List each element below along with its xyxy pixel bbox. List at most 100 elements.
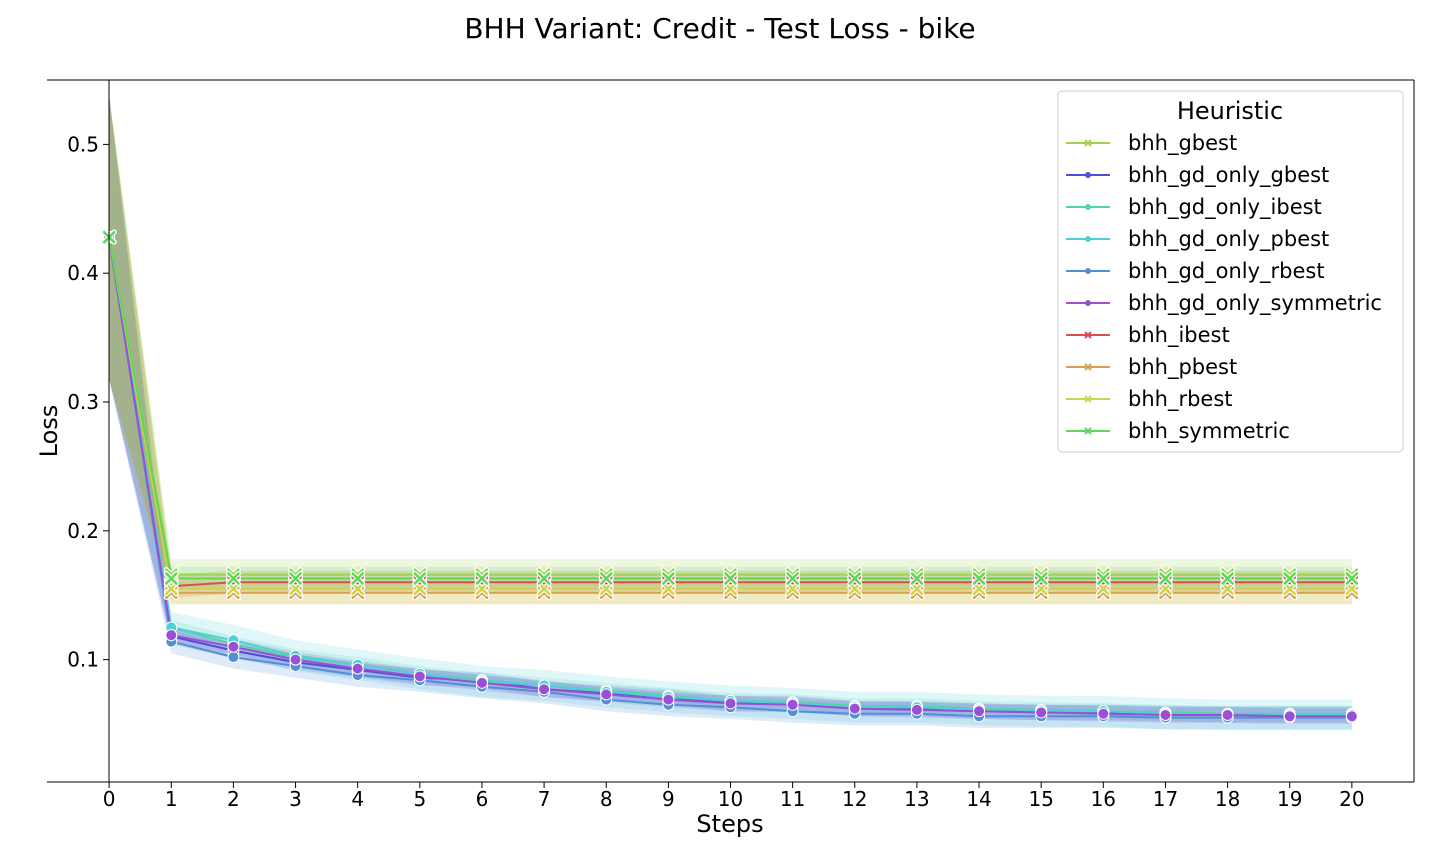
x-tick-label-3: 3 [289, 787, 302, 811]
bhh-rbest-point [971, 581, 987, 597]
bhh-symmetric-point-mark [1034, 572, 1048, 585]
legend-item-bhh-ibest: bhh_ibest [1066, 323, 1230, 348]
bhh-rbest-point [1282, 581, 1298, 597]
bhh-rbest-point-mark [910, 582, 924, 596]
x-tick-label-16: 16 [1091, 787, 1116, 811]
x-tick-label-5: 5 [413, 787, 426, 811]
bhh-rbest-point [847, 581, 863, 597]
bhh-gd-only-symmetric-point [289, 653, 302, 666]
bhh-symmetric-point [1220, 570, 1236, 586]
bhh-rbest-point [225, 581, 241, 597]
bhh-rbest-point [350, 581, 366, 597]
legend-swatch-marker [1085, 268, 1091, 274]
legend-label: bhh_rbest [1128, 387, 1233, 412]
bhh-gd-only-symmetric-point [910, 703, 923, 716]
legend-swatch-marker [1084, 363, 1092, 371]
bhh-gd-only-symmetric-point [786, 698, 799, 711]
bhh-rbest-point [474, 581, 490, 597]
legend: Heuristic bhh_gbest bhh_gd_only_gbest bhh_… [1057, 90, 1404, 453]
bhh-symmetric-point [660, 570, 676, 586]
legend-label: bhh_pbest [1128, 355, 1237, 380]
bhh-symmetric-point [1095, 570, 1111, 586]
bhh-gd-only-symmetric-point [475, 676, 488, 689]
bhh-symmetric-point-mark [662, 572, 675, 585]
bhh-rbest-point-mark [848, 582, 862, 596]
bhh-gd-only-symmetric-point [1345, 710, 1358, 723]
x-tick-label-8: 8 [600, 787, 613, 811]
bhh-rbest-point-mark [599, 582, 613, 596]
bhh-rbest-point [785, 581, 801, 597]
bhh-symmetric-point [1157, 570, 1173, 586]
bhh-symmetric-point [163, 570, 179, 586]
legend-label: bhh_symmetric [1128, 419, 1290, 444]
bhh-symmetric-point-mark [1283, 572, 1297, 585]
bhh-rbest-point-mark [164, 582, 178, 596]
legend-label: bhh_gd_only_gbest [1128, 163, 1329, 188]
bhh-rbest-point [660, 581, 676, 597]
legend-label: bhh_gd_only_symmetric [1128, 291, 1382, 316]
x-tick-label-0: 0 [103, 787, 116, 811]
legend-title: Heuristic [1177, 97, 1283, 125]
chart-title: BHH Variant: Credit - Test Loss - bike [464, 12, 975, 45]
x-axis-title: Steps [696, 810, 763, 838]
bhh-gd-only-rbest-band [109, 95, 1352, 730]
bhh-symmetric-point [785, 570, 801, 586]
y-tick-label-0.5: 0.5 [67, 132, 99, 156]
legend-swatch-marker [1085, 204, 1091, 210]
bhh-gd-only-symmetric-point [351, 662, 364, 675]
legend-item-bhh-gd-only-ibest: bhh_gd_only_ibest [1066, 195, 1322, 220]
legend-item-bhh-rbest: bhh_rbest [1066, 387, 1233, 412]
bhh-rbest-point-mark [1221, 582, 1234, 596]
bhh-rbest-point [1095, 581, 1111, 597]
legend-item-bhh-pbest: bhh_pbest [1066, 355, 1237, 380]
bhh-gd-only-symmetric-point [724, 697, 737, 710]
x-tick-label-2: 2 [227, 787, 240, 811]
bhh-rbest-point-mark [351, 582, 364, 596]
bhh-symmetric-point [1282, 570, 1298, 586]
bhh-gd-only-symmetric-point [413, 670, 426, 683]
legend-label: bhh_gd_only_pbest [1128, 227, 1329, 252]
bhh-symmetric-point [412, 570, 428, 586]
x-tick-label-7: 7 [538, 787, 551, 811]
x-tick-label-19: 19 [1277, 787, 1302, 811]
bhh-symmetric-point [1344, 570, 1360, 586]
bhh-symmetric-point [288, 570, 304, 586]
bhh-rbest-point-mark [1283, 582, 1297, 596]
bhh-rbest-point [723, 581, 738, 597]
bhh-symmetric-point-mark [724, 572, 737, 585]
x-tick-label-13: 13 [904, 787, 929, 811]
bhh-rbest-point-mark [972, 582, 986, 596]
bhh-rbest-point-mark [413, 582, 427, 596]
x-tick-label-6: 6 [476, 787, 489, 811]
bhh-gd-only-symmetric-point [1159, 709, 1172, 722]
bhh-rbest-point [536, 581, 552, 597]
x-tick-label-18: 18 [1215, 787, 1240, 811]
bhh-gd-only-symmetric-point [848, 702, 861, 715]
x-tick-label-14: 14 [966, 787, 991, 811]
legend-box [1057, 90, 1404, 453]
bhh-symmetric-point [474, 570, 490, 586]
bhh-symmetric-point [723, 570, 738, 586]
y-tick-label-0.3: 0.3 [67, 390, 99, 414]
bhh-rbest-point [163, 581, 179, 597]
bhh-rbest-point [1344, 581, 1360, 597]
bhh-symmetric-point-mark [351, 572, 364, 585]
legend-item-bhh-gd-only-rbest: bhh_gd_only_rbest [1066, 259, 1325, 284]
bhh-symmetric-point-mark [786, 572, 799, 585]
x-tick-label-1: 1 [165, 787, 178, 811]
legend-item-bhh-gd-only-symmetric: bhh_gd_only_symmetric [1066, 291, 1382, 316]
legend-item-bhh-gbest: bhh_gbest [1066, 131, 1237, 156]
bhh-rbest-point-mark [1345, 582, 1359, 596]
bhh-rbest-point [288, 581, 304, 597]
bhh-gd-only-symmetric-point [538, 683, 551, 696]
legend-swatch-marker [1085, 236, 1091, 242]
x-tick-label-20: 20 [1339, 787, 1364, 811]
bhh-gd-only-rbest-point [227, 651, 240, 664]
x-tick-label-9: 9 [662, 787, 675, 811]
bhh-symmetric-point-mark [1345, 572, 1359, 585]
bhh-gd-only-symmetric-point [600, 688, 613, 701]
legend-label: bhh_gbest [1128, 131, 1237, 156]
confidence-bands [109, 95, 1352, 731]
bhh-rbest-point [1157, 581, 1173, 597]
bhh-gd-only-symmetric-point [165, 629, 178, 642]
